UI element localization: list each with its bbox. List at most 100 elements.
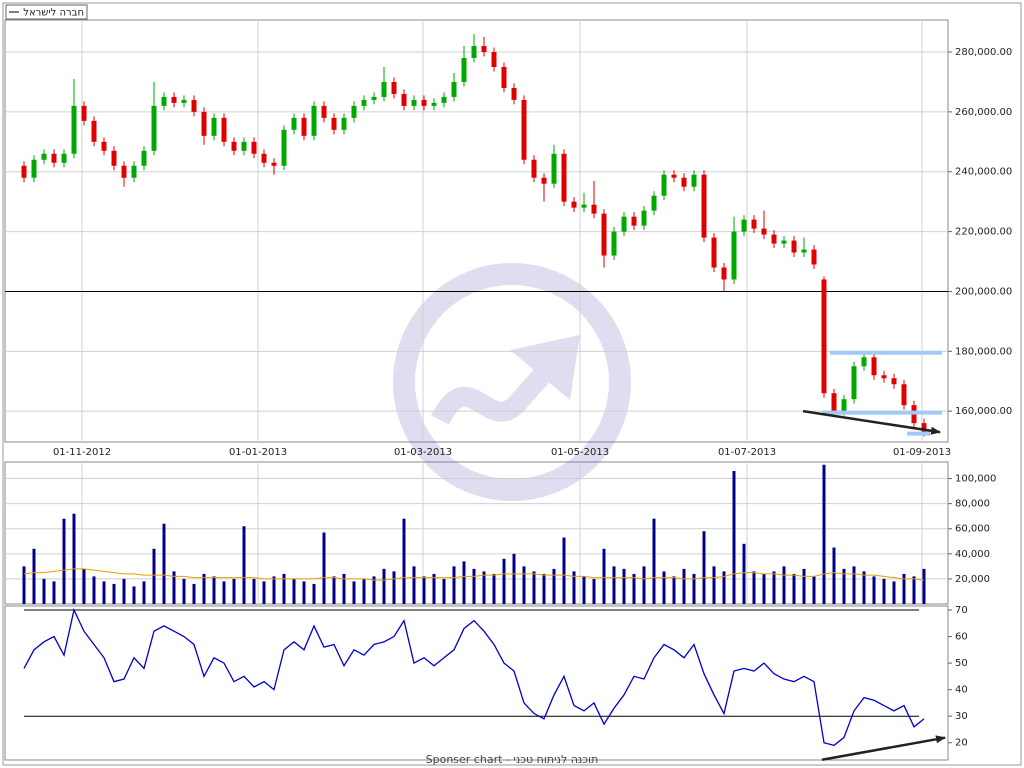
candle-body [631,216,637,226]
volume-bar [872,576,876,604]
candle-body [61,153,67,163]
candle-body [421,99,427,106]
candle-body [151,105,157,151]
volume-bar [782,566,786,604]
volume-bar [832,547,836,604]
candle-body [921,423,927,433]
volume-bar [472,568,476,604]
candle-body [881,375,887,379]
candle-body [491,52,497,67]
volume-bar [262,581,266,604]
volume-bar [422,576,426,604]
candle-body [331,117,337,130]
volume-bar [452,566,456,604]
volume-bar [102,581,106,604]
candle-body [861,357,867,367]
rsi-line [23,607,925,747]
x-tick-label: 01-03-2013 [394,447,452,458]
volume-bar [32,548,36,604]
candle-body [141,150,147,166]
volume-bar [442,578,446,604]
volume-bar [112,583,116,604]
volume-bar [622,568,626,604]
volume-bar [552,568,556,604]
candle-body [821,279,827,394]
y-tick-label: 60 [955,632,968,643]
candle-body [681,177,687,187]
candle-body [541,177,547,184]
candle-body [371,96,377,100]
volume-bar [572,571,576,604]
volume-bar [222,581,226,604]
volume-bar [62,518,66,604]
y-tick-label: 40,000 [955,549,990,560]
candle-body [181,99,187,103]
candle-body [591,204,597,214]
volume-bar [132,586,136,604]
volume-bar [332,576,336,604]
candle-body [721,267,727,280]
rsi-panel [4,605,949,761]
candle-body [361,99,367,106]
volume-bar [822,464,826,604]
candle-body [621,216,627,232]
volume-bar [362,578,366,604]
volume-bar [242,526,246,604]
candle-body [571,201,577,208]
candle-body [221,117,227,142]
candle-body [171,96,177,103]
candle-body [241,141,247,151]
volume-bar [282,573,286,604]
candle-body [641,210,647,226]
candle-body [91,120,97,142]
candle-body [191,99,197,112]
y-tick-label: 260,000.00 [955,107,1012,118]
candle-body [111,150,117,166]
y-tick-label: 70 [955,605,968,616]
volume-bar [592,578,596,604]
candle-body [101,141,107,151]
volume-bar [232,578,236,604]
candle-body [301,117,307,136]
volume-bar [392,571,396,604]
candle-body [441,96,447,103]
volume-bar [532,571,536,604]
candle-body [381,81,387,97]
y-tick-label: 280,000.00 [955,47,1012,58]
volume-bar [652,518,656,604]
candle-body [611,231,617,256]
candle-body [81,105,87,121]
volume-bar [162,523,166,604]
candle-body [41,153,47,160]
volume-bar [912,576,916,604]
volume-bar [632,573,636,604]
volume-bar [562,537,566,604]
volume-bar [252,578,256,604]
candle-body [781,240,787,244]
volume-bar [582,576,586,604]
volume-bar [612,566,616,604]
candle-body [761,228,767,235]
volume-bar [372,576,376,604]
candle-body [841,399,847,412]
volume-bar [502,558,506,604]
candle-body [741,219,747,232]
candle-body [581,204,587,208]
volume-bar [72,513,76,604]
volume-bar [432,573,436,604]
candle-body [731,231,737,280]
y-tick-label: 160,000.00 [955,406,1012,417]
candle-body [651,195,657,211]
volume-bar [882,578,886,604]
volume-bar [842,568,846,604]
y-tick-label: 20 [955,738,968,749]
volume-bar [772,571,776,604]
volume-bar [202,573,206,604]
candle-body [511,87,517,100]
volume-bar [22,566,26,604]
y-tick-label: 20,000 [955,574,990,585]
candle-body [271,162,277,166]
candle-body [291,117,297,130]
candle-body [401,93,407,106]
